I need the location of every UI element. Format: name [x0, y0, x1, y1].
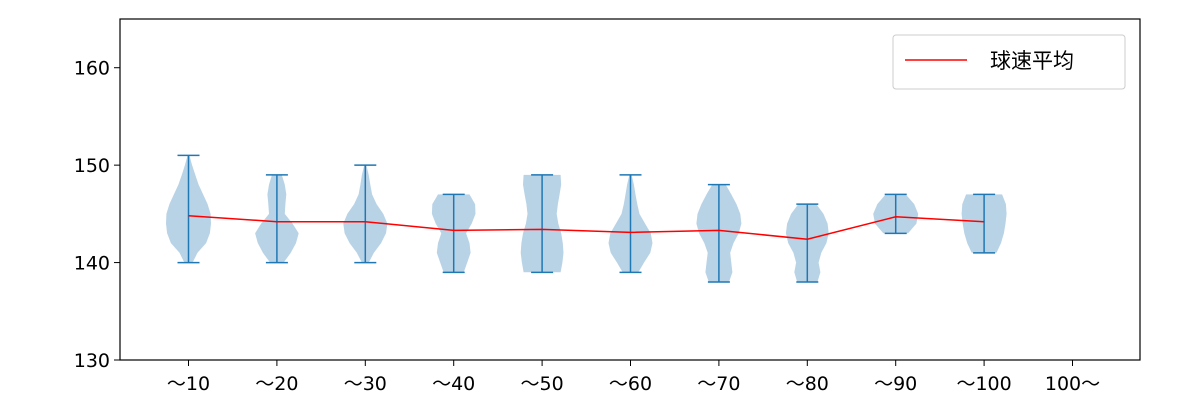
x-tick-label: 100～ [1045, 373, 1100, 395]
x-tick-label: ～20 [255, 373, 298, 395]
x-tick-label: ～70 [697, 373, 740, 395]
x-tick-label: ～60 [609, 373, 652, 395]
x-tick-label: ～50 [521, 373, 564, 395]
legend-label: 球速平均 [990, 49, 1074, 73]
y-tick-label: 160 [74, 58, 110, 80]
range-bars-layer [177, 154, 996, 283]
violins-layer [166, 155, 1007, 283]
x-tick-label: ～80 [786, 373, 829, 395]
legend: 球速平均 [892, 34, 1126, 90]
mean-speed-line [188, 215, 985, 240]
x-axis: ～10 ～20 ～30 ～40 ～50 ～60 ～70 ～80 ～90 ～100 100～ [167, 360, 1100, 395]
x-tick-label: ～90 [874, 373, 917, 395]
x-tick-label: ～40 [432, 373, 475, 395]
y-axis: 130 140 150 160 [74, 58, 120, 372]
y-tick-label: 140 [74, 253, 110, 275]
y-tick-label: 130 [74, 350, 110, 372]
x-tick-label: ～30 [344, 373, 387, 395]
y-tick-label: 150 [74, 155, 110, 177]
legend-box [892, 34, 1126, 90]
x-tick-label: ～10 [167, 373, 210, 395]
x-tick-label: ～100 [956, 373, 1011, 395]
